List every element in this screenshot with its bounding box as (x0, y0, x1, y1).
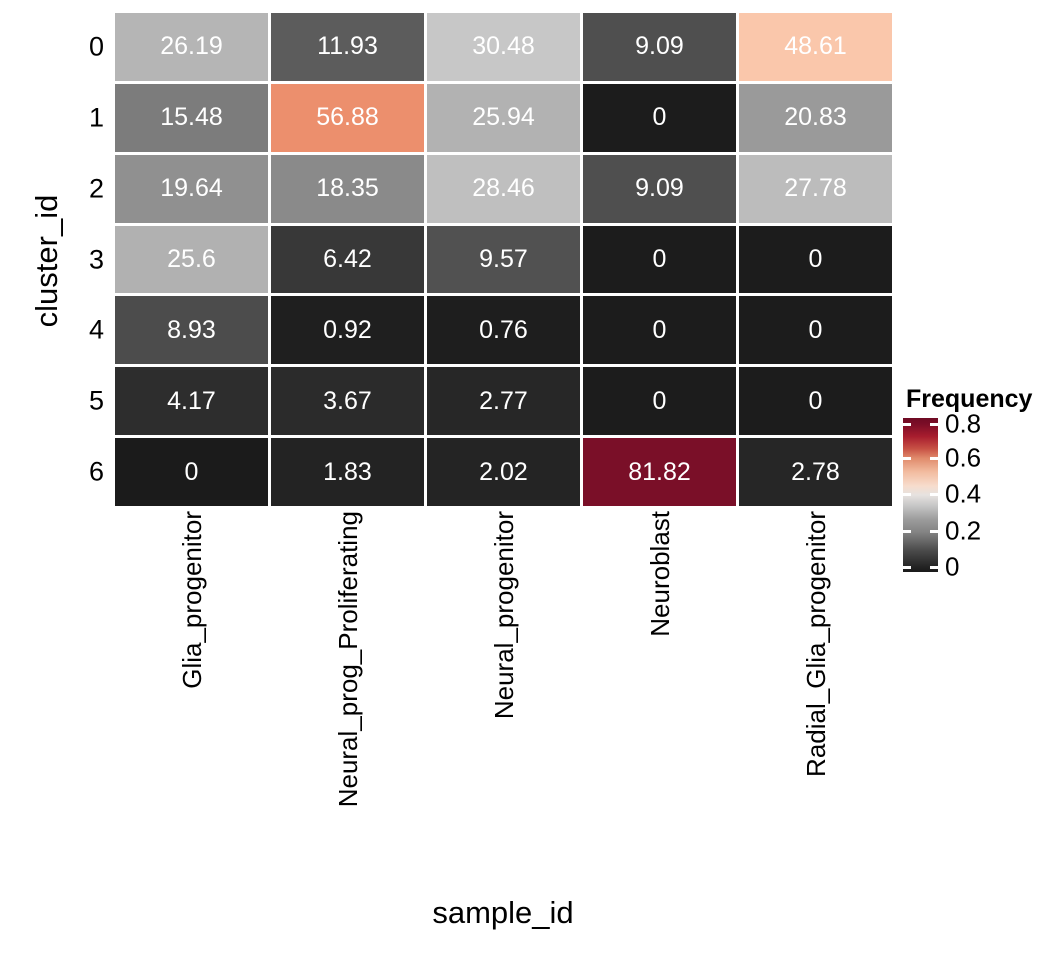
y-tick-label-6: 6 (88, 456, 104, 487)
y-tick-label-0: 0 (88, 31, 104, 62)
heatmap-cell-r0-c3: 9.09 (583, 13, 736, 81)
legend-tick-mark (930, 423, 938, 426)
heatmap-cell-r0-c0: 26.19 (115, 13, 268, 81)
heatmap-cell-r3-c3: 0 (583, 225, 736, 294)
heatmap-cell-r6-c4: 2.78 (739, 438, 892, 506)
legend-tick-label-0.4: 0.4 (945, 478, 982, 509)
heatmap-cell-r4-c3: 0 (583, 296, 736, 365)
heatmap-cell-r1-c1: 56.88 (271, 83, 424, 152)
heatmap-grid: 26.19 11.93 30.48 9.09 48.61 15.48 56.88 25.94 0… (115, 13, 892, 506)
heatmap-cell-r2-c3: 9.09 (583, 154, 736, 223)
legend-tick-label-0.6: 0.6 (945, 442, 982, 473)
heatmap-cell-r5-c4: 0 (739, 367, 892, 436)
heatmap-cell-r6-c2: 2.02 (427, 438, 580, 506)
heatmap-cell-r5-c1: 3.67 (271, 367, 424, 436)
x-tick-label-glia_progenitor: Glia_progenitor (176, 511, 207, 689)
heatmap-cell-r4-c0: 8.93 (115, 296, 268, 365)
legend-tick-label-0.8: 0.8 (945, 408, 982, 439)
legend-tick-mark (903, 493, 911, 497)
heatmap-cell-r5-c0: 4.17 (115, 367, 268, 436)
y-tick-label-1: 1 (88, 102, 104, 133)
heatmap-cell-r2-c4: 27.78 (739, 154, 892, 223)
heatmap-cell-r3-c1: 6.42 (271, 225, 424, 294)
heatmap-cell-r4-c4: 0 (739, 296, 892, 365)
heatmap-cell-r0-c1: 11.93 (271, 13, 424, 81)
heatmap-cell-r1-c2: 25.94 (427, 83, 580, 152)
heatmap-cell-r3-c2: 9.57 (427, 225, 580, 294)
legend-tick-label-0.2: 0.2 (945, 515, 982, 546)
heatmap-cell-r4-c2: 0.76 (427, 296, 580, 365)
legend-title: Frequency (906, 385, 1033, 413)
heatmap-cell-r4-c1: 0.92 (271, 296, 424, 365)
legend-tick-mark (903, 457, 911, 461)
heatmap-cell-r1-c4: 20.83 (739, 83, 892, 152)
y-axis-title: cluster_id (29, 194, 64, 328)
legend-tick-mark (903, 530, 911, 534)
y-tick-label-4: 4 (88, 314, 104, 345)
x-axis-title: sample_id (432, 895, 574, 930)
legend-tick-label-0: 0 (945, 551, 960, 582)
legend-tick-mark (930, 457, 938, 461)
heatmap-cell-r2-c2: 28.46 (427, 154, 580, 223)
heatmap-cell-r3-c0: 25.6 (115, 225, 268, 294)
y-tick-label-2: 2 (88, 173, 104, 204)
legend-colorbar (903, 418, 938, 572)
heatmap-cell-r6-c3: 81.82 (583, 438, 736, 506)
y-tick-label-5: 5 (88, 385, 104, 416)
heatmap-cell-r5-c2: 2.77 (427, 367, 580, 436)
heatmap-cell-r6-c0: 0 (115, 438, 268, 506)
x-tick-label-neural_prog_proliferating: Neural_prog_Proliferating (332, 511, 363, 808)
heatmap-cell-r1-c3: 0 (583, 83, 736, 152)
legend-tick-mark (930, 530, 938, 534)
y-tick-label-3: 3 (88, 244, 104, 274)
heatmap-cell-r6-c1: 1.83 (271, 438, 424, 506)
legend-tick-mark (903, 423, 911, 426)
heatmap-cell-r5-c3: 0 (583, 367, 736, 436)
x-tick-label-neuroblast: Neuroblast (644, 511, 675, 637)
heatmap-cell-r0-c4: 48.61 (739, 13, 892, 81)
x-tick-label-neural_progenitor: Neural_progenitor (488, 511, 519, 720)
legend-tick-mark (903, 566, 911, 570)
heatmap-cell-r3-c4: 0 (739, 225, 892, 294)
heatmap-cell-r1-c0: 15.48 (115, 83, 268, 152)
legend-tick-mark (930, 493, 938, 497)
heatmap-cell-r0-c2: 30.48 (427, 13, 580, 81)
x-tick-label-radial_glia_progenitor: Radial_Glia_progenitor (800, 511, 831, 777)
heatmap-cell-r2-c0: 19.64 (115, 154, 268, 223)
legend-tick-mark (930, 566, 938, 570)
heatmap-cell-r2-c1: 18.35 (271, 154, 424, 223)
